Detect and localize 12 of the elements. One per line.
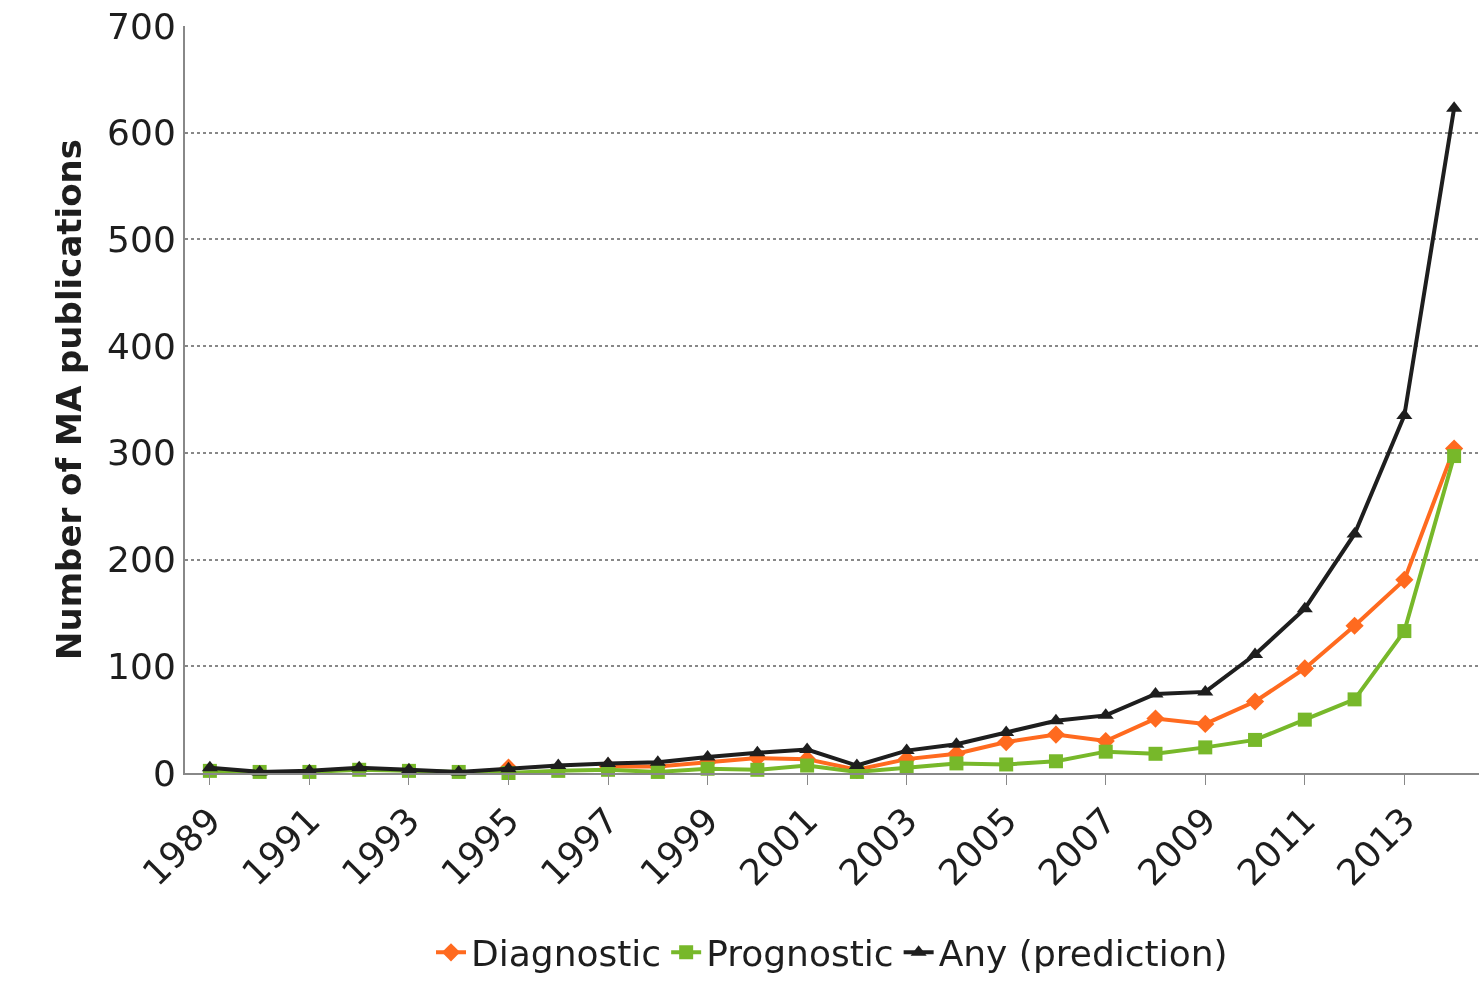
legend-label: Diagnostic bbox=[471, 933, 662, 975]
y-tick-label: 100 bbox=[107, 645, 176, 687]
y-axis-title: Number of MA publications bbox=[49, 138, 90, 661]
y-tick-label: 700 bbox=[107, 5, 176, 47]
y-tick-label: 600 bbox=[107, 112, 176, 154]
y-tick-label: 300 bbox=[107, 432, 176, 474]
y-tick-label: 400 bbox=[107, 325, 176, 367]
y-tick-label: 500 bbox=[107, 219, 176, 261]
y-tick-label: 200 bbox=[107, 539, 176, 581]
y-tick-label: 0 bbox=[152, 752, 176, 794]
legend-label: Any (prediction) bbox=[938, 933, 1228, 975]
legend-label: Prognostic bbox=[706, 933, 894, 975]
